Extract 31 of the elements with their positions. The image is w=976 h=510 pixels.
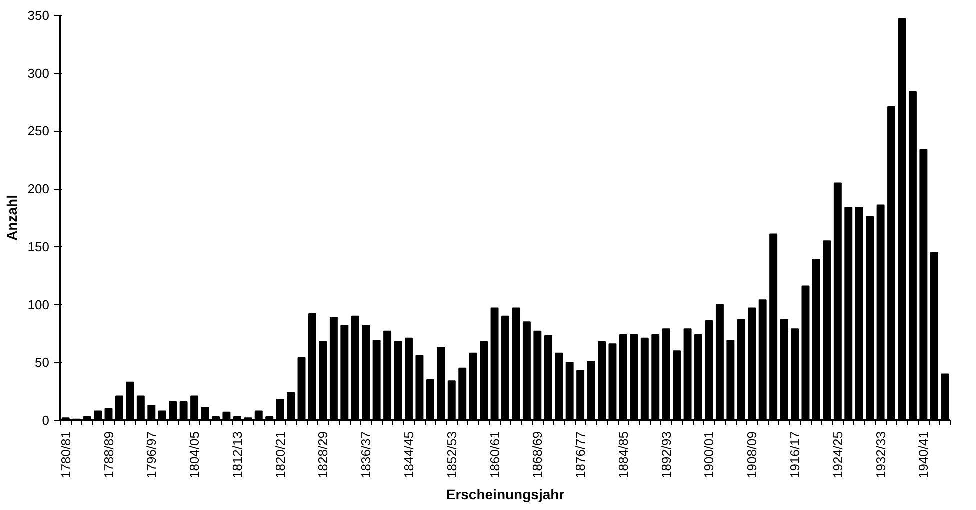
x-tick-label: 1860/61	[487, 431, 502, 478]
x-axis-title: Erscheinungsjahr	[446, 486, 566, 502]
x-tick-label: 1796/97	[144, 431, 160, 478]
x-tick-label: 1836/37	[358, 431, 374, 478]
y-axis-title: Anzahl	[4, 195, 20, 241]
y-tick-label: 200	[28, 182, 50, 197]
y-tick-label: 100	[28, 297, 50, 312]
y-tick-label: 350	[28, 8, 50, 23]
x-tick-label: 1876/77	[573, 431, 588, 478]
x-tick-label: 1916/17	[788, 431, 803, 478]
x-tick-label: 1804/05	[187, 431, 202, 478]
x-tick-label: 1940/41	[916, 431, 932, 478]
y-tick-label: 250	[28, 124, 50, 139]
x-tick-label: 1820/21	[272, 431, 288, 478]
x-tick-label: 1908/09	[744, 431, 760, 478]
x-tick-label: 1844/45	[401, 431, 416, 478]
x-tick-label: 1788/89	[101, 431, 116, 478]
x-tick-label: 1924/25	[830, 431, 846, 478]
x-tick-label: 1932/33	[873, 431, 888, 478]
x-tick-label: 1780/81	[58, 431, 74, 478]
y-tick-label: 50	[35, 355, 50, 370]
x-tick-label: 1900/01	[702, 431, 717, 478]
y-tick-label: 0	[42, 413, 50, 428]
x-tick-label: 1828/29	[316, 431, 331, 478]
y-tick-label: 150	[28, 239, 50, 254]
x-tick-label: 1884/85	[616, 431, 631, 478]
x-tick-label: 1892/93	[658, 431, 674, 478]
x-tick-label: 1868/69	[530, 431, 546, 478]
x-tick-label: 1812/13	[230, 431, 245, 478]
x-tick-label: 1852/53	[444, 431, 460, 478]
y-tick-label: 300	[28, 66, 50, 81]
